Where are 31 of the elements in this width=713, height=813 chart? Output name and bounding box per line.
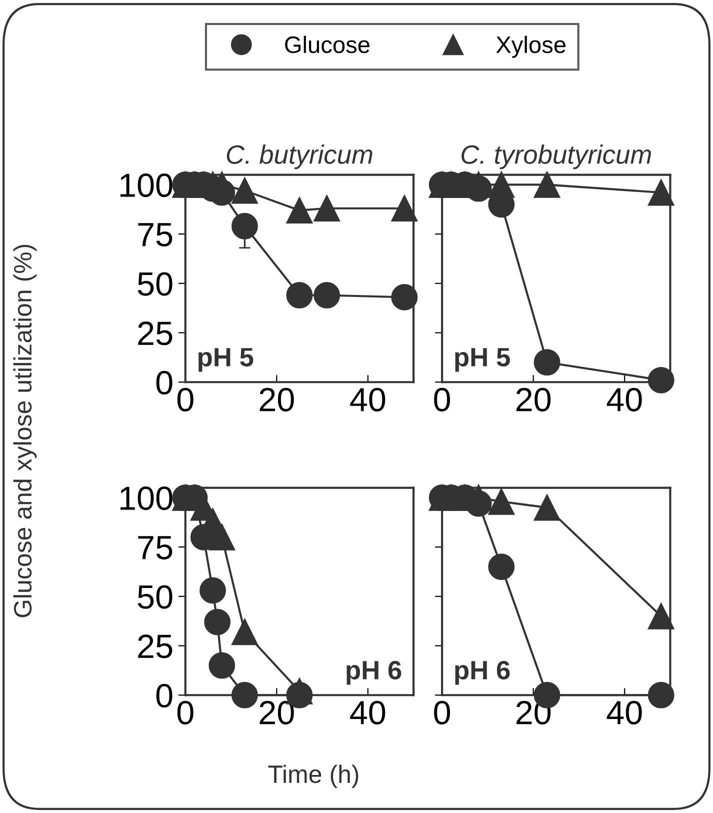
chart-title: C. tyrobutyricum	[462, 144, 651, 170]
y-tick-label: 25	[138, 322, 172, 346]
y-tick-label: 50	[138, 585, 172, 609]
x-tick-label: 0	[434, 700, 450, 724]
y-tick-label: 75	[138, 536, 172, 560]
x-tick-label: 20	[516, 388, 551, 412]
y-tick-label: 100	[120, 173, 172, 198]
y-tick-label: 50	[138, 272, 172, 296]
x-tick-label: 40	[350, 388, 386, 412]
x-tick-label: 20	[260, 388, 294, 412]
legend-label: Xylose	[496, 36, 566, 58]
x-tick-label: 40	[606, 388, 642, 412]
annotation: pH 6	[346, 660, 402, 685]
x-tick-label: 20	[260, 700, 294, 724]
y-tick-label: 75	[138, 223, 172, 246]
x-axis-title: Time (h)	[268, 764, 358, 788]
x-tick-label: 40	[606, 700, 642, 724]
legend-label: Glucose	[285, 36, 370, 54]
chart-title: C. butyricum	[226, 144, 372, 170]
annotation: pH 6	[455, 660, 510, 685]
annotation: pH 5	[198, 348, 254, 372]
y-axis-title: Glucose and xylose utilization (%)	[13, 244, 37, 618]
x-tick-label: 0	[434, 388, 450, 412]
annotation: pH 5	[455, 348, 510, 372]
x-tick-label: 40	[350, 700, 386, 724]
x-tick-label: 0	[177, 388, 194, 412]
y-tick-label: 0	[156, 684, 172, 708]
x-tick-label: 0	[177, 700, 194, 724]
y-tick-label: 25	[138, 634, 172, 658]
y-tick-label: 100	[120, 486, 172, 510]
y-tick-label: 0	[156, 370, 172, 395]
